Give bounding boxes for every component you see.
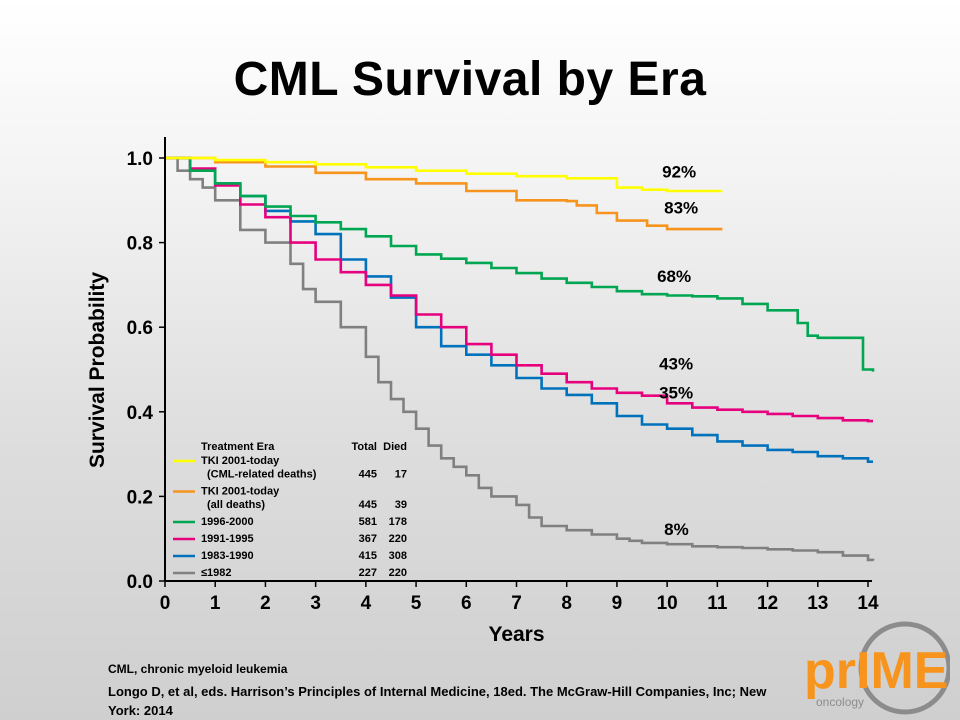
x-tick-label: 6 (461, 593, 472, 614)
legend-label: 1996-2000 (201, 516, 254, 528)
legend-label: 1983-1990 (201, 550, 254, 562)
end-labels: 92% 83% 68% 43% 35% 8% (657, 163, 698, 539)
legend-label: (all deaths) (207, 499, 265, 511)
x-tick-label: 0 (160, 593, 171, 614)
legend-label: (CML-related deaths) (207, 469, 317, 481)
legend-died: 220 (389, 567, 407, 579)
end-label-1: 83% (664, 199, 698, 218)
legend-label: 1991-1995 (201, 533, 254, 545)
series-line-1 (165, 156, 723, 231)
legend-died: 308 (389, 550, 407, 562)
end-label-3: 43% (659, 355, 693, 374)
x-tick-label: 1 (210, 593, 221, 614)
end-label-2: 68% (657, 267, 691, 286)
legend-header-died: Died (383, 441, 407, 453)
x-tick-label: 10 (657, 593, 678, 614)
survival-curves (165, 156, 875, 562)
chart-legend: Treatment Era Total Died TKI 2001-today (CML… (173, 441, 407, 579)
x-tick-label: 14 (857, 593, 879, 614)
y-tick-label: 0.2 (127, 487, 153, 508)
legend-label: TKI 2001-today (201, 455, 280, 467)
citation: Longo D, et al, eds. Harrison’s Principl… (108, 684, 767, 718)
x-tick-label: 13 (807, 593, 828, 614)
legend-header-era: Treatment Era (201, 441, 275, 453)
x-tick-label: 9 (612, 593, 623, 614)
x-tick-label: 5 (411, 593, 422, 614)
x-tick-label: 2 (260, 593, 271, 614)
legend-total: 445 (359, 499, 377, 511)
legend-total: 367 (359, 533, 377, 545)
legend-header-total: Total (352, 441, 377, 453)
x-axis-title: Years (488, 623, 544, 646)
series-line-0 (165, 156, 723, 193)
y-tick-label: 0.6 (127, 318, 153, 339)
legend-label: ≤1982 (201, 567, 232, 579)
survival-chart: 0 1 2 3 4 5 6 7 8 9 10 11 12 13 140.00.20.40.60.81.0Ye… (86, 137, 879, 646)
prime-oncology-logo: prIME oncology (804, 621, 950, 715)
end-label-0: 92% (662, 163, 696, 182)
legend-total: 581 (359, 516, 377, 528)
x-tick-label: 12 (757, 593, 778, 614)
footnote: CML, chronic myeloid leukemia (108, 662, 288, 676)
legend-total: 227 (359, 567, 377, 579)
y-tick-label: 0.4 (127, 403, 154, 424)
logo-text: prIME (804, 642, 948, 700)
legend-total: 445 (359, 469, 377, 481)
x-tick-label: 8 (561, 593, 572, 614)
x-tick-label: 7 (511, 593, 522, 614)
legend-died: 39 (395, 499, 407, 511)
logo-subtext: oncology (816, 695, 864, 709)
y-tick-label: 0.0 (127, 572, 153, 593)
end-label-5: 8% (664, 520, 689, 539)
chart-axes: 0 1 2 3 4 5 6 7 8 9 10 11 12 13 140.00.20.40.60.81.0Ye… (86, 137, 879, 646)
legend-died: 178 (389, 516, 407, 528)
y-axis-title: Survival Probability (86, 272, 109, 468)
series-line-3 (165, 156, 873, 423)
series-line-2 (165, 156, 875, 372)
legend-label: TKI 2001-today (201, 486, 280, 498)
x-tick-label: 4 (361, 593, 372, 614)
y-tick-label: 0.8 (127, 234, 153, 255)
y-tick-label: 1.0 (127, 149, 153, 170)
x-tick-label: 11 (707, 593, 728, 614)
legend-died: 220 (389, 533, 407, 545)
slide-title: CML Survival by Era (233, 53, 707, 106)
legend-total: 415 (359, 550, 377, 562)
x-tick-label: 3 (310, 593, 321, 614)
legend-died: 17 (395, 469, 407, 481)
end-label-4: 35% (659, 383, 693, 402)
